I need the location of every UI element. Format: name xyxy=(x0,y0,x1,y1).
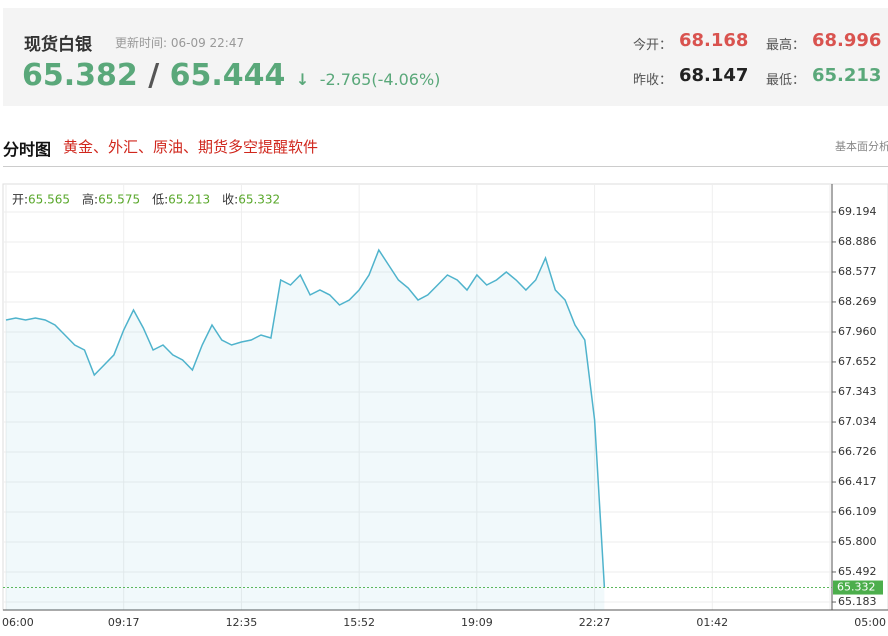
price-line xyxy=(5,248,606,588)
arrow: ↓ xyxy=(295,70,310,89)
x-tick-label: 09:17 xyxy=(108,616,140,629)
y-tick-label: 66.417 xyxy=(838,475,877,488)
stat-label: 今开： xyxy=(633,38,673,53)
x-tick-label: 05:00 xyxy=(854,616,886,629)
y-tick-label: 66.109 xyxy=(838,505,877,518)
ohlc-label: 收: xyxy=(222,193,238,207)
stat-value: 65.213 xyxy=(812,65,882,86)
ohlc-value: 65.565 xyxy=(28,193,70,207)
x-tick-label: 15:52 xyxy=(343,616,375,629)
ohlc-value: 65.213 xyxy=(168,193,210,207)
y-tick-label: 68.269 xyxy=(838,295,877,308)
area xyxy=(6,250,605,610)
y-tick-label: 67.034 xyxy=(838,415,877,428)
tab[interactable]: 基本面分析 xyxy=(835,140,888,153)
stat-value: 68.147 xyxy=(679,65,749,86)
y-tick-label: 67.343 xyxy=(838,385,877,398)
y-tick-label: 65.183 xyxy=(838,595,877,608)
y-tick-label: 67.652 xyxy=(838,355,877,368)
x-tick-label: 01:42 xyxy=(696,616,728,629)
y-tick-label: 69.194 xyxy=(838,205,877,218)
y-tick-label: 66.726 xyxy=(838,445,877,458)
y-tick-label: 65.800 xyxy=(838,535,877,548)
quote-panel xyxy=(3,8,888,106)
last-price-box xyxy=(833,580,883,595)
ohlc-label: 开: xyxy=(12,193,28,207)
x-tick-label: 22:27 xyxy=(579,616,611,629)
title: 现货白银 xyxy=(24,35,92,55)
y-tick-label: 67.960 xyxy=(838,325,877,338)
y-tick-label: 68.886 xyxy=(838,235,877,248)
stat-label: 昨收： xyxy=(633,73,673,88)
divider xyxy=(3,166,888,167)
section-title: 分时图 xyxy=(3,140,52,159)
ohlc-label: 低: xyxy=(152,193,168,207)
last-price-label: 65.332 xyxy=(837,581,876,594)
sep: / xyxy=(148,58,160,93)
ohlc-value: 65.332 xyxy=(238,193,280,207)
x-tick-label: 19:09 xyxy=(461,616,493,629)
change: -2.765(-4.06%) xyxy=(319,70,441,89)
y-tick-label: 68.577 xyxy=(838,265,877,278)
stat-value: 68.996 xyxy=(812,30,882,51)
x-tick-label: 06:00 xyxy=(2,616,34,629)
ohlc-label: 高: xyxy=(82,192,98,207)
bid: 65.382 xyxy=(22,58,138,93)
update-time: 更新时间: 06-09 22:47 xyxy=(115,36,245,50)
stat-value: 68.168 xyxy=(679,30,749,51)
x-tick-label: 12:35 xyxy=(226,616,258,629)
y-tick-label: 65.492 xyxy=(838,565,877,578)
stat-label: 最低： xyxy=(766,73,806,88)
stat-label: 最高： xyxy=(766,38,806,53)
price-line: 65.382 / 65.444 ↓ -2.765(-4.06%) xyxy=(22,58,440,93)
promo[interactable]: 黄金、外汇、原油、期货多空提醒软件 xyxy=(63,138,319,156)
ask: 65.444 xyxy=(169,58,286,93)
ohlc-value: 65.575 xyxy=(98,193,140,207)
